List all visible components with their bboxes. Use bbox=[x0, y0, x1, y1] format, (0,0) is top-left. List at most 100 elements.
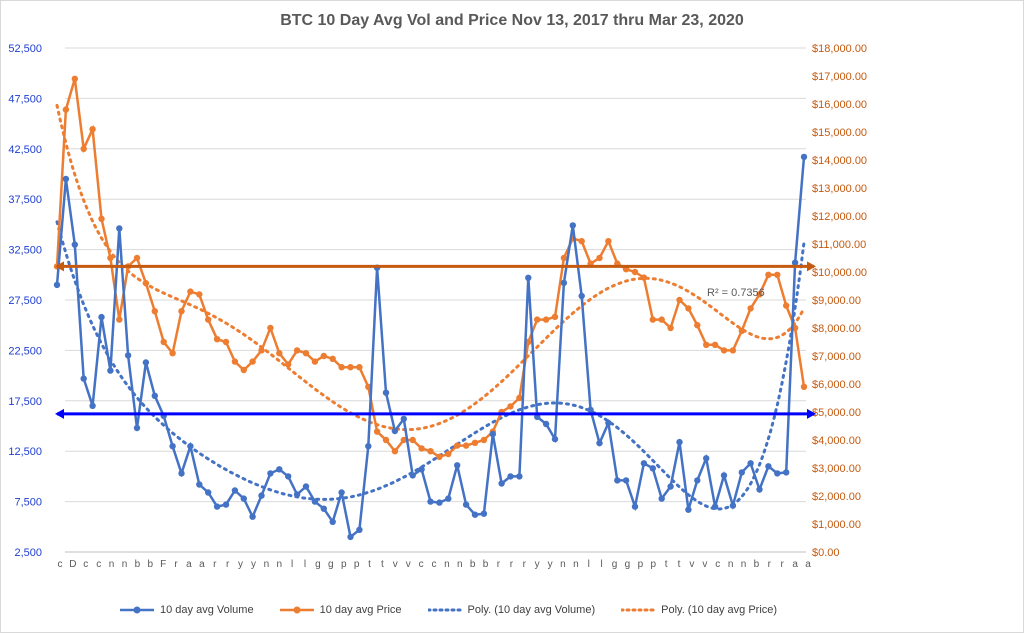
price-series-point bbox=[551, 313, 559, 320]
x-axis-tick-label: n bbox=[741, 559, 747, 570]
price-series-point bbox=[391, 448, 399, 455]
x-axis-tick-label: t bbox=[665, 559, 668, 570]
price-series-point bbox=[436, 453, 443, 460]
x-axis-tick-label: n bbox=[276, 559, 282, 570]
volume-series-point bbox=[320, 505, 327, 512]
x-axis-tick-label: r bbox=[768, 559, 772, 570]
left-axis-tick-label: 2,500 bbox=[14, 547, 42, 559]
legend-label-price: 10 day avg Price bbox=[319, 604, 402, 616]
price-series-point bbox=[774, 271, 781, 278]
price-series-point bbox=[258, 347, 265, 354]
volume-series-point bbox=[62, 175, 70, 183]
right-axis-tick-label: $9,000.00 bbox=[812, 295, 861, 307]
volume-series-point bbox=[800, 153, 808, 161]
volume-series-point bbox=[462, 501, 470, 508]
volume-series-point bbox=[427, 498, 434, 505]
x-axis-tick-label: g bbox=[328, 559, 334, 570]
chart-title: BTC 10 Day Avg Vol and Price Nov 13, 201… bbox=[280, 12, 744, 29]
volume-series-point bbox=[694, 477, 701, 484]
x-axis-tick-label: n bbox=[109, 559, 115, 570]
volume-series-point bbox=[703, 455, 710, 462]
legend-item-trend-price: Poly. (10 day avg Price) bbox=[621, 604, 777, 616]
price-series-point bbox=[178, 308, 185, 315]
left-axis-tick-label: 52,500 bbox=[8, 43, 42, 55]
price-series-point bbox=[765, 271, 772, 278]
volume-series-point bbox=[365, 443, 372, 450]
volume-series-point bbox=[338, 489, 345, 496]
price-series-point bbox=[338, 364, 345, 371]
x-axis-tick-label: r bbox=[497, 559, 501, 570]
volume-series-point bbox=[542, 420, 550, 428]
price-series-point bbox=[445, 450, 452, 458]
price-series-point bbox=[756, 291, 763, 298]
volume-series-point bbox=[711, 503, 719, 510]
price-series-point bbox=[480, 436, 488, 444]
left-axis-tick-label: 42,500 bbox=[8, 144, 42, 156]
x-axis-tick-label: b bbox=[147, 559, 153, 570]
volume-series-point bbox=[285, 473, 292, 480]
price-series-point bbox=[658, 316, 665, 323]
trendline-price bbox=[55, 103, 806, 432]
volume-series-point bbox=[258, 492, 265, 499]
volume-series-point bbox=[240, 495, 247, 502]
x-axis-tick-label: y bbox=[251, 559, 256, 570]
price-series-point bbox=[320, 352, 327, 360]
x-axis-tick-label: c bbox=[58, 559, 63, 570]
x-axis-tick-label: v bbox=[702, 559, 707, 570]
x-axis-tick-label: F bbox=[160, 559, 166, 570]
legend-item-price: 10 day avg Price bbox=[279, 604, 402, 616]
price-series-point bbox=[151, 308, 158, 315]
reference-line-price-arrow-left bbox=[55, 261, 64, 272]
price-series-point bbox=[409, 436, 416, 444]
price-series-point bbox=[80, 145, 87, 152]
left-axis-tick-label: 12,500 bbox=[8, 446, 42, 458]
x-axis-tick-label: b bbox=[483, 559, 489, 570]
x-axis-tick-label: r bbox=[174, 559, 178, 570]
price-series-point bbox=[142, 280, 150, 287]
volume-series-point bbox=[596, 439, 603, 447]
x-axis-tick-label: v bbox=[689, 559, 694, 570]
price-series-point bbox=[116, 316, 123, 323]
price-series-point bbox=[196, 291, 203, 298]
volume-series-point bbox=[151, 392, 158, 399]
price-series-point bbox=[462, 442, 470, 449]
volume-series-point bbox=[738, 469, 745, 476]
volume-series-point bbox=[213, 503, 221, 510]
price-series-point bbox=[649, 316, 656, 323]
x-axis-tick-label: n bbox=[444, 559, 450, 570]
x-axis-tick-label: r bbox=[523, 559, 527, 570]
legend-label-volume: 10 day avg Volume bbox=[160, 604, 254, 616]
volume-series-point bbox=[116, 225, 123, 232]
volume-series-point bbox=[507, 473, 514, 480]
volume-series-point bbox=[756, 486, 763, 493]
price-series-point bbox=[694, 322, 701, 329]
right-axis-tick-label: $15,000.00 bbox=[812, 127, 867, 139]
chart-legend: 10 day avg Volume 10 day avg Price Poly.… bbox=[120, 604, 920, 616]
volume-series-point bbox=[276, 466, 283, 473]
price-series-point bbox=[427, 448, 434, 455]
right-axis-tick-label: $14,000.00 bbox=[812, 155, 867, 167]
volume-series-point bbox=[614, 477, 621, 484]
left-axis-tick-label: 22,500 bbox=[8, 345, 42, 357]
price-series-point bbox=[800, 383, 808, 390]
price-series-point bbox=[667, 324, 674, 332]
volume-series-point bbox=[169, 443, 176, 450]
volume-series-point bbox=[765, 463, 772, 470]
left-axis-tick-label: 32,500 bbox=[8, 245, 42, 257]
volume-series-point bbox=[267, 470, 274, 477]
x-axis-tick-label: t bbox=[381, 559, 384, 570]
price-series-point bbox=[631, 268, 639, 276]
x-axis-tick-label: c bbox=[715, 559, 720, 570]
x-axis-tick-label: p bbox=[638, 559, 644, 570]
price-series-point bbox=[560, 254, 568, 262]
right-axis-tick-label: $1,000.00 bbox=[812, 519, 861, 531]
volume-series-point bbox=[311, 498, 319, 505]
x-axis-tick-label: c bbox=[432, 559, 437, 570]
price-series-point bbox=[347, 364, 354, 371]
left-axis-tick-label: 7,500 bbox=[14, 497, 42, 509]
volume-series-point bbox=[178, 470, 185, 477]
x-axis-tick-label: b bbox=[470, 559, 476, 570]
price-series-point bbox=[71, 75, 79, 83]
x-axis-tick-label: a bbox=[792, 559, 798, 570]
r-squared-annotation: R² = 0.7356 bbox=[707, 287, 765, 299]
